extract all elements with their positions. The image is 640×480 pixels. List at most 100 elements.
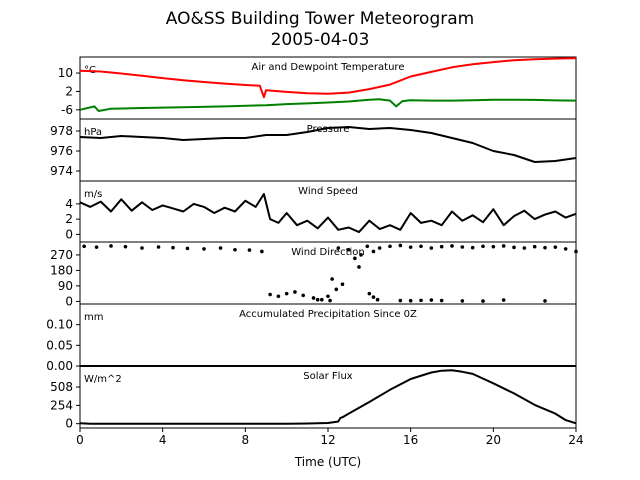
series-point [377,246,382,250]
series-point [470,245,475,250]
series-point [233,247,237,252]
series-point [109,244,113,248]
series-line-1 [79,57,577,99]
series-point [398,298,403,303]
figure-subtitle: 2005-04-03 [271,30,370,50]
x-tick-label: 20 [486,433,501,447]
y-tick-label: 0.00 [46,359,73,373]
series-line-2 [79,98,577,112]
y-tick-label: 4 [65,197,73,211]
panel-title: Accumulated Precipitation Since 0Z [239,309,417,320]
series-point [268,292,272,297]
x-tick-label: 8 [242,433,250,447]
panel-5: 0.00 0.05 0.10 Accumulated Precipitation Si… [46,303,577,373]
y-tick-label: 90 [58,279,73,293]
x-tick-label: 16 [403,433,418,447]
panel-title: Air and Dewpoint Temperature [252,62,405,73]
series-point [481,244,485,249]
series-point [330,277,334,281]
series-point [429,298,434,302]
series-line-1 [79,126,577,163]
y-tick-label: 254 [50,398,73,412]
series-point [450,244,454,248]
series-point [276,294,281,299]
series-point [522,246,527,250]
series-point [123,244,128,249]
series-point [202,247,206,251]
series-point [336,246,341,250]
series-point [371,295,376,299]
unit-label: m/s [84,189,102,200]
y-tick-label: 10 [58,66,73,80]
series-point [419,244,423,249]
series-point [301,293,306,298]
series-point [328,298,332,303]
series-point [367,291,372,296]
series-point [357,265,361,269]
panel-6: 0 254 508 Solar Flux W/m^2 [50,365,577,432]
series-point [334,287,339,292]
y-tick-label: 2 [65,212,73,226]
series-point [532,244,537,249]
series-point [512,245,516,250]
y-tick-label: 974 [50,164,73,178]
panel-title: Wind Direction [291,247,365,258]
y-tick-label: -6 [61,103,73,117]
panel-title: Wind Speed [298,186,358,197]
y-tick-label: 0.10 [46,318,73,332]
series-point [284,291,289,296]
series-point [460,299,465,303]
series-point [156,245,161,249]
series-point [359,253,363,257]
panel-title: Pressure [307,124,350,135]
series-point [398,243,403,248]
y-tick-label: 508 [50,380,73,394]
series-point [311,296,316,300]
unit-label: hPa [84,127,102,138]
panel-title: Solar Flux [303,371,353,382]
series-point [320,297,324,302]
series-point [574,249,578,254]
series-line-1 [79,193,577,234]
series-point [185,246,190,251]
series-point [365,244,370,249]
y-tick-label: 270 [50,248,73,262]
series-point [218,246,223,250]
series-point [353,256,357,261]
series-point [408,298,413,303]
series-line-1 [79,369,577,425]
x-tick-label: 0 [76,433,84,447]
series-point [481,299,485,303]
series-point [408,245,413,249]
panel-2: 974 976 978 Pressure hPa [50,118,577,182]
y-tick-label: 2 [65,84,73,98]
unit-label: mm [84,312,103,323]
x-tick-label: 4 [159,433,167,447]
series-point [247,248,252,252]
series-point [375,297,380,302]
y-tick-label: 0 [65,417,73,431]
series-point [439,298,444,303]
x-axis-label: Time (UTC) [294,455,361,469]
x-tick-label: 24 [568,433,583,447]
y-tick-label: 976 [50,144,73,158]
x-axis: 0 4 8 12 16 20 24 [76,433,583,447]
series-point [293,290,297,294]
series-point [543,245,547,250]
y-tick-label: 0 [65,227,73,241]
series-point [260,249,264,254]
series-point [429,246,434,250]
series-point [553,245,558,249]
series-point [171,245,175,250]
series-point [326,294,330,299]
unit-label: W/m^2 [84,374,122,385]
series-point [439,244,444,249]
series-point [501,298,506,302]
series-point [140,246,144,250]
series-point [460,245,465,249]
y-tick-label: 978 [50,124,73,138]
